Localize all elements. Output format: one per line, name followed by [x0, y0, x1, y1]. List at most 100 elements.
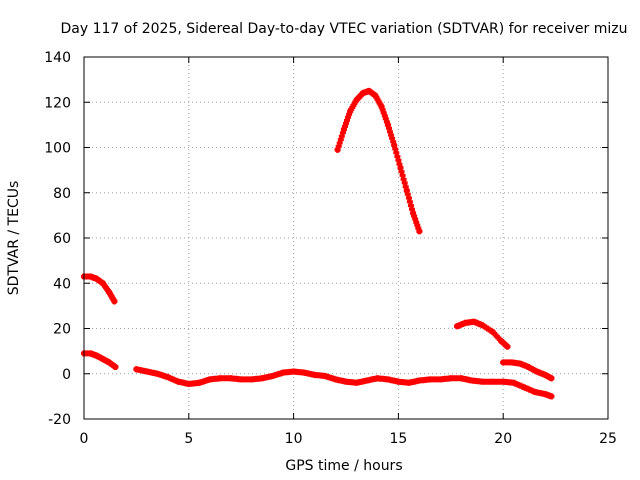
data-point — [343, 378, 349, 385]
series-arc-early-high — [81, 273, 118, 305]
data-point — [416, 228, 423, 235]
chart-title: Day 117 of 2025, Sidereal Day-to-day VTE… — [61, 21, 628, 37]
data-point — [175, 378, 182, 385]
data-point — [133, 366, 140, 373]
data-point — [508, 359, 515, 366]
data-point — [347, 108, 354, 115]
series-arc-midday-peak — [334, 87, 423, 235]
data-point — [504, 343, 511, 350]
data-point — [363, 377, 370, 384]
data-point — [93, 275, 100, 282]
data-point — [106, 289, 113, 296]
data-point — [447, 375, 454, 382]
data-point — [498, 337, 505, 344]
data-point — [479, 322, 486, 329]
data-point — [500, 378, 507, 385]
x-axis-label: GPS time / hours — [285, 458, 402, 474]
data-point — [111, 298, 118, 305]
y-tick-label: 80 — [53, 186, 71, 202]
y-tick-label: 120 — [44, 95, 71, 111]
y-tick-label: -20 — [48, 412, 71, 428]
series-markers — [500, 359, 555, 382]
data-point — [548, 375, 555, 382]
data-point — [185, 380, 192, 387]
x-tick-label: 5 — [184, 431, 193, 447]
data-point — [516, 360, 523, 367]
series-arc-late — [500, 359, 555, 382]
data-point — [542, 371, 549, 378]
data-point — [403, 187, 410, 194]
y-tick-label: 100 — [44, 141, 71, 157]
y-axis-label: SDTVAR / TECUs — [6, 181, 22, 296]
data-point — [259, 375, 266, 382]
x-tick-label: 15 — [389, 431, 407, 447]
y-tick-label: 60 — [53, 231, 71, 247]
x-tick-label: 10 — [285, 431, 303, 447]
data-point — [533, 368, 540, 375]
data-point — [227, 375, 234, 382]
data-point — [479, 378, 486, 385]
data-point — [206, 376, 213, 383]
data-point — [332, 376, 339, 383]
data-point — [470, 318, 477, 325]
y-tick-label: 20 — [53, 322, 71, 338]
x-tick-label: 0 — [80, 431, 89, 447]
data-point — [164, 374, 171, 381]
data-point — [322, 373, 329, 380]
data-point — [87, 273, 94, 280]
x-tick-label: 25 — [599, 431, 617, 447]
data-point — [531, 388, 538, 395]
data-point — [416, 377, 423, 384]
data-point — [500, 359, 507, 366]
data-point — [405, 379, 412, 386]
data-point — [301, 369, 308, 376]
data-point — [87, 350, 94, 357]
data-series — [81, 87, 555, 400]
data-point — [359, 90, 366, 97]
data-point — [353, 379, 360, 386]
data-point — [99, 280, 106, 287]
data-point — [454, 323, 461, 330]
series-baseline-band — [133, 366, 555, 400]
y-tick-label: 140 — [44, 50, 71, 66]
data-point — [340, 126, 347, 133]
data-point — [525, 363, 532, 370]
data-point — [374, 375, 381, 382]
data-point — [548, 393, 555, 400]
data-point — [458, 375, 465, 382]
data-point — [397, 164, 404, 171]
data-point — [99, 356, 106, 363]
data-point — [238, 376, 245, 383]
data-point — [372, 92, 379, 99]
data-point — [391, 142, 398, 149]
data-point — [521, 384, 528, 391]
data-point — [290, 368, 297, 375]
y-tick-label: 0 — [62, 367, 71, 383]
data-point — [384, 376, 391, 383]
data-point — [143, 368, 150, 375]
data-point — [384, 121, 391, 128]
series-arc-evening-hump — [454, 318, 511, 350]
y-tick-label: 40 — [53, 276, 71, 292]
data-point — [154, 370, 161, 377]
data-point — [366, 87, 373, 94]
data-point — [468, 377, 475, 384]
data-point — [334, 146, 341, 153]
data-point — [248, 376, 255, 383]
data-point — [311, 371, 318, 378]
data-point — [437, 376, 444, 383]
axis-ticks: 0 5 10 15 20 25 -20 0 20 40 60 80 100 120 140 — [44, 50, 617, 447]
grid-lines — [84, 57, 608, 419]
x-tick-label: 20 — [494, 431, 512, 447]
data-point — [112, 363, 119, 370]
data-point — [426, 376, 433, 383]
data-point — [217, 375, 224, 382]
data-point — [280, 369, 287, 376]
data-point — [462, 319, 469, 326]
data-point — [378, 103, 385, 110]
data-point — [353, 96, 360, 103]
data-point — [542, 391, 549, 398]
data-point — [269, 373, 276, 380]
data-point — [93, 352, 100, 359]
